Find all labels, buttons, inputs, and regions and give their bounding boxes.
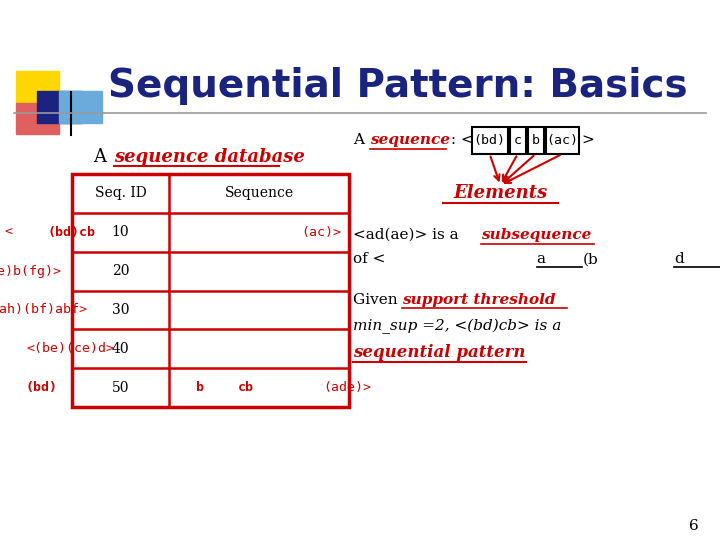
Text: 50: 50 bbox=[112, 381, 130, 395]
Text: (ac): (ac) bbox=[546, 134, 578, 147]
Text: min_sup =2, <(bd)cb> is a: min_sup =2, <(bd)cb> is a bbox=[353, 319, 561, 334]
Text: subsequence: subsequence bbox=[481, 228, 591, 242]
Bar bbox=[528, 127, 544, 154]
Text: (bd): (bd) bbox=[26, 381, 58, 394]
Bar bbox=[16, 103, 59, 134]
Text: 6: 6 bbox=[688, 519, 698, 534]
Text: sequence database: sequence database bbox=[114, 147, 305, 166]
Text: Sequence: Sequence bbox=[225, 186, 294, 200]
Text: (bd)cb: (bd)cb bbox=[48, 226, 95, 239]
Text: 20: 20 bbox=[112, 264, 130, 278]
Bar bbox=[546, 127, 579, 154]
Text: <: < bbox=[5, 226, 13, 239]
Bar bbox=[472, 127, 508, 154]
Text: Seq. ID: Seq. ID bbox=[95, 186, 146, 200]
Text: sequential pattern: sequential pattern bbox=[353, 344, 526, 361]
Bar bbox=[16, 71, 59, 103]
Text: <(bf)(ce)b(fg)>: <(bf)(ce)b(fg)> bbox=[0, 265, 61, 278]
Text: 40: 40 bbox=[112, 342, 130, 356]
Text: <(be)(ce)d>: <(be)(ce)d> bbox=[26, 342, 114, 355]
Text: (bd): (bd) bbox=[474, 134, 505, 147]
Text: b: b bbox=[196, 381, 204, 394]
Bar bbox=[510, 127, 526, 154]
Text: d: d bbox=[675, 252, 684, 266]
Text: A: A bbox=[353, 133, 369, 147]
Text: : <: : < bbox=[446, 133, 474, 147]
Text: (ade)>: (ade)> bbox=[323, 381, 371, 394]
Text: Sequential Pattern: Basics: Sequential Pattern: Basics bbox=[108, 68, 688, 105]
Text: b: b bbox=[531, 134, 540, 147]
Text: sequence: sequence bbox=[370, 133, 450, 147]
Text: 30: 30 bbox=[112, 303, 130, 317]
Text: (ac)>: (ac)> bbox=[302, 226, 341, 239]
Text: 10: 10 bbox=[112, 225, 130, 239]
Text: A: A bbox=[94, 147, 112, 166]
Text: support threshold: support threshold bbox=[402, 293, 555, 307]
Text: a: a bbox=[536, 252, 546, 266]
Bar bbox=[72, 174, 349, 407]
Bar bbox=[59, 91, 102, 123]
Text: cb: cb bbox=[238, 381, 254, 394]
Text: (b: (b bbox=[582, 252, 598, 266]
Text: >: > bbox=[582, 133, 595, 147]
Bar bbox=[37, 91, 82, 123]
Text: <ad(ae)> is a: <ad(ae)> is a bbox=[353, 228, 463, 242]
Text: c: c bbox=[513, 134, 522, 147]
Text: of <: of < bbox=[353, 252, 385, 266]
Text: Given: Given bbox=[353, 293, 402, 307]
Text: <(ah)(bf)abf>: <(ah)(bf)abf> bbox=[0, 303, 88, 316]
Text: Elements: Elements bbox=[454, 184, 547, 202]
